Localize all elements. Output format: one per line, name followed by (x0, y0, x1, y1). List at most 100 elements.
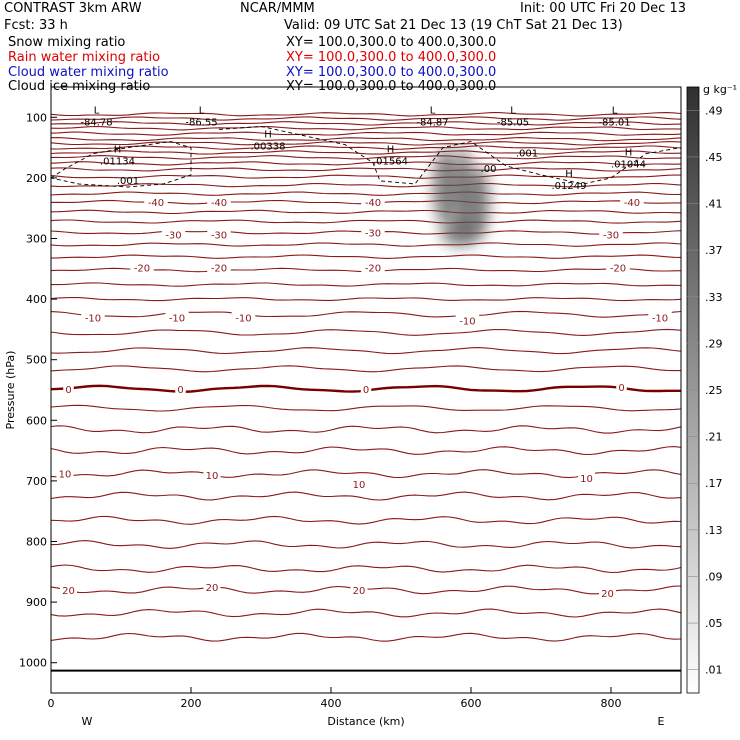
y-tick-label: 700 (26, 475, 47, 488)
contour-label-bg (350, 477, 368, 490)
temperature-contour (51, 282, 682, 287)
contour-label-bg (161, 228, 186, 241)
contour-label-bg (175, 382, 186, 395)
field-label-rain: Rain water mixing ratio (8, 50, 161, 65)
x-tick-label: 0 (48, 697, 55, 710)
mixing-ratio-label: .00 (481, 164, 497, 175)
temperature-contour (50, 515, 682, 525)
contour-label-bg (648, 311, 672, 324)
extremum-marker: H (565, 169, 573, 180)
plot-frame (50, 86, 682, 694)
temperature-contour (50, 404, 682, 412)
temperature-contour (50, 182, 682, 188)
temperature-contour-label: 0 (618, 383, 624, 394)
contour-label-bg (203, 468, 221, 481)
contour-label-bg (60, 583, 77, 596)
temperature-contour-label: -10 (652, 313, 668, 324)
temperature-contour (50, 145, 682, 150)
temperature-contour (50, 564, 682, 574)
temperature-contour-label: -10 (169, 313, 185, 324)
temperature-contour-label: 20 (62, 586, 75, 597)
temperature-contour (50, 116, 682, 121)
contour-label-bg (165, 311, 189, 324)
y-tick-label: 200 (26, 172, 47, 185)
contour-label-bg (361, 196, 385, 209)
y-tick-label: 100 (26, 111, 47, 124)
y-tick-label: 300 (26, 233, 47, 246)
extremum-value: .01044 (611, 160, 646, 171)
contour-label-bg (360, 382, 372, 395)
temperature-contour (50, 632, 682, 642)
y-tick-label: 1000 (19, 657, 47, 670)
extremum-marker: L (94, 105, 100, 116)
extremum-value: -84.78 (80, 117, 112, 128)
extremum-marker: H (264, 130, 272, 141)
contour-label-bg (231, 311, 256, 324)
model-title: CONTRAST 3km ARW (4, 1, 142, 16)
extremum-value: .01564 (373, 157, 408, 168)
temperature-contour (50, 365, 681, 373)
y-tick-label: 900 (26, 596, 47, 609)
x-tick-label: 600 (461, 697, 482, 710)
contour-label-bg (56, 467, 74, 480)
temperature-contour-label: 0 (177, 385, 183, 396)
cloud-ice-contour (50, 141, 192, 188)
temperature-contour (50, 328, 682, 336)
temperature-contour (50, 131, 682, 136)
temperature-contour-label: 0 (65, 385, 71, 396)
x-tick-label: 200 (181, 697, 202, 710)
extremum-value: -85.01 (598, 117, 630, 128)
contour-labels: -40 -40 -40 -40 -30 -30 -30 -30 -20 -20 -20 -20 -10 -… (56, 105, 672, 600)
temperature-contour (50, 167, 682, 172)
contour-label-bg (203, 580, 221, 593)
extremum-value: .01249 (552, 181, 587, 192)
colorbar-level-label: .41 (705, 198, 723, 211)
temperature-contour (50, 540, 682, 549)
temperature-contour-label: 20 (206, 583, 219, 594)
cloud-ice-contour (218, 125, 682, 185)
mixing-ratio-label: .001 (516, 149, 538, 160)
temperature-contour-label: -40 (624, 198, 640, 209)
contour-label-bg (81, 311, 105, 324)
colorbar-level-label: .05 (705, 617, 723, 630)
y-axis-label: Pressure (hPa) (4, 351, 17, 430)
temperature-contour (50, 310, 682, 318)
colorbar-level-label: .09 (705, 570, 723, 583)
temperature-contour-label: -20 (610, 264, 626, 275)
mixing-ratio-shading-blob (440, 218, 481, 247)
east-label: E (658, 715, 665, 728)
colorbar-unit: g kg⁻¹ (703, 83, 737, 96)
temperature-contour-label: 10 (206, 471, 219, 482)
init-time: Init: 00 UTC Fri 20 Dec 13 (520, 1, 686, 16)
colorbar-level-label: .49 (705, 104, 723, 117)
temperature-contour (50, 425, 682, 434)
colorbar-level-label: .29 (705, 337, 723, 350)
temperature-contour-label: -40 (211, 198, 227, 209)
colorbar-level-label: .01 (705, 664, 723, 677)
temperature-contour-label: -30 (365, 228, 381, 239)
axes: 0 200 400 600 800100200300400500600700800900… (4, 86, 682, 728)
mixing-ratio-shading (432, 148, 490, 247)
colorbar-level-label: .13 (705, 524, 723, 537)
contour-label-bg (616, 380, 627, 393)
extremum-marker: H (625, 148, 633, 159)
temperature-contour (50, 161, 682, 166)
colorbar-level-label: .25 (705, 384, 723, 397)
colorbar-level-label: .21 (705, 431, 723, 444)
contour-label-bg (63, 382, 74, 395)
colorbar-level-label: .45 (705, 151, 723, 164)
field-xy-rain: XY= 100.0,300.0 to 400.0,300.0 (286, 50, 497, 65)
x-axis-label: Distance (km) (327, 715, 404, 728)
mixing-ratio-shading-blob (466, 167, 490, 238)
temperature-contour-label: -10 (459, 316, 475, 327)
temperature-contour-label: -40 (365, 198, 381, 209)
temperature-contour (50, 608, 682, 618)
colorbar-level-label: .17 (705, 477, 723, 490)
temperature-contour-label: -30 (603, 230, 619, 241)
center-label: NCAR/MMM (240, 1, 315, 16)
mixing-ratio-contours (50, 125, 682, 188)
temperature-contour-label: -20 (211, 264, 227, 275)
temperature-contour (50, 242, 682, 247)
contour-label-bg (599, 228, 623, 241)
temperature-contour (50, 209, 682, 215)
